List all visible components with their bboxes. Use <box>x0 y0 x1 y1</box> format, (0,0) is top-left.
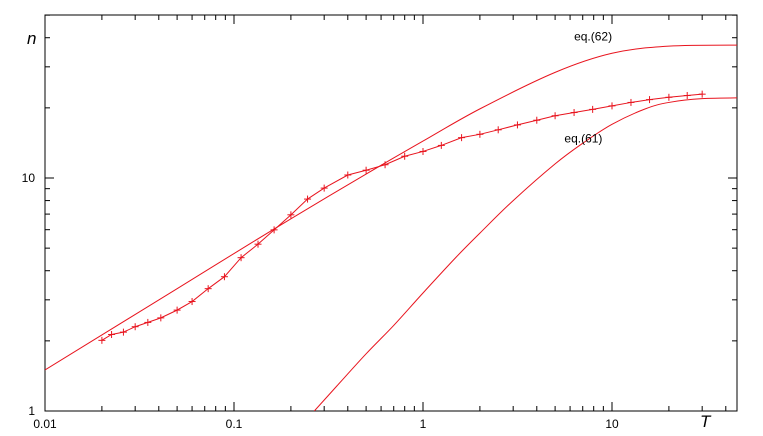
data-point <box>589 105 597 113</box>
x-tick-label: 0.01 <box>33 417 57 431</box>
data-point <box>188 298 196 306</box>
data-point <box>173 306 181 314</box>
data-point <box>270 226 278 234</box>
data-point <box>698 90 706 98</box>
data-series-line <box>101 93 703 341</box>
y-axis-title: n <box>27 29 36 48</box>
data-point <box>646 96 654 104</box>
x-tick-label: 10 <box>605 417 619 431</box>
data-point <box>108 330 116 338</box>
data-point <box>98 336 106 344</box>
data-point <box>665 93 673 101</box>
axes: 0.01 0.1 1 10 1 10 <box>22 14 737 431</box>
data-point <box>344 171 352 179</box>
data-point <box>401 152 409 160</box>
data-point <box>458 134 466 142</box>
plot-frame <box>44 14 738 412</box>
x-axis-title: T <box>700 412 712 431</box>
data-point <box>320 184 328 192</box>
data-point <box>381 161 389 169</box>
data-point <box>608 102 616 110</box>
data-point <box>533 116 541 124</box>
curve-eq-62 <box>45 44 737 371</box>
curves <box>45 44 737 411</box>
data-point <box>551 112 559 120</box>
annotation-label: eq.(62) <box>574 29 612 43</box>
x-tick-label: 0.1 <box>226 417 243 431</box>
annotation-label: eq.(61) <box>564 132 602 146</box>
data-point <box>627 98 635 106</box>
data-point <box>254 240 262 248</box>
y-tick-label: 1 <box>28 404 35 418</box>
y-tick-label: 10 <box>22 171 36 185</box>
data-point <box>683 91 691 99</box>
data-point <box>304 195 312 203</box>
data-point <box>204 285 212 293</box>
data-point <box>287 211 295 219</box>
data-point <box>144 318 152 326</box>
curve-eq-61 <box>313 97 737 411</box>
data-point <box>437 141 445 149</box>
labels: T n eq.(62) eq.(61) <box>27 29 712 431</box>
data-point <box>220 273 228 281</box>
data-point <box>476 130 484 138</box>
markers <box>98 90 706 344</box>
data-point <box>237 254 245 262</box>
data-point <box>419 147 427 155</box>
data-point <box>494 126 502 134</box>
data-point <box>119 328 127 336</box>
data-point <box>570 109 578 117</box>
data-point <box>362 166 370 174</box>
x-tick-label: 1 <box>420 417 427 431</box>
data-point <box>157 314 165 322</box>
data-point <box>513 121 521 129</box>
data-point <box>131 323 139 331</box>
